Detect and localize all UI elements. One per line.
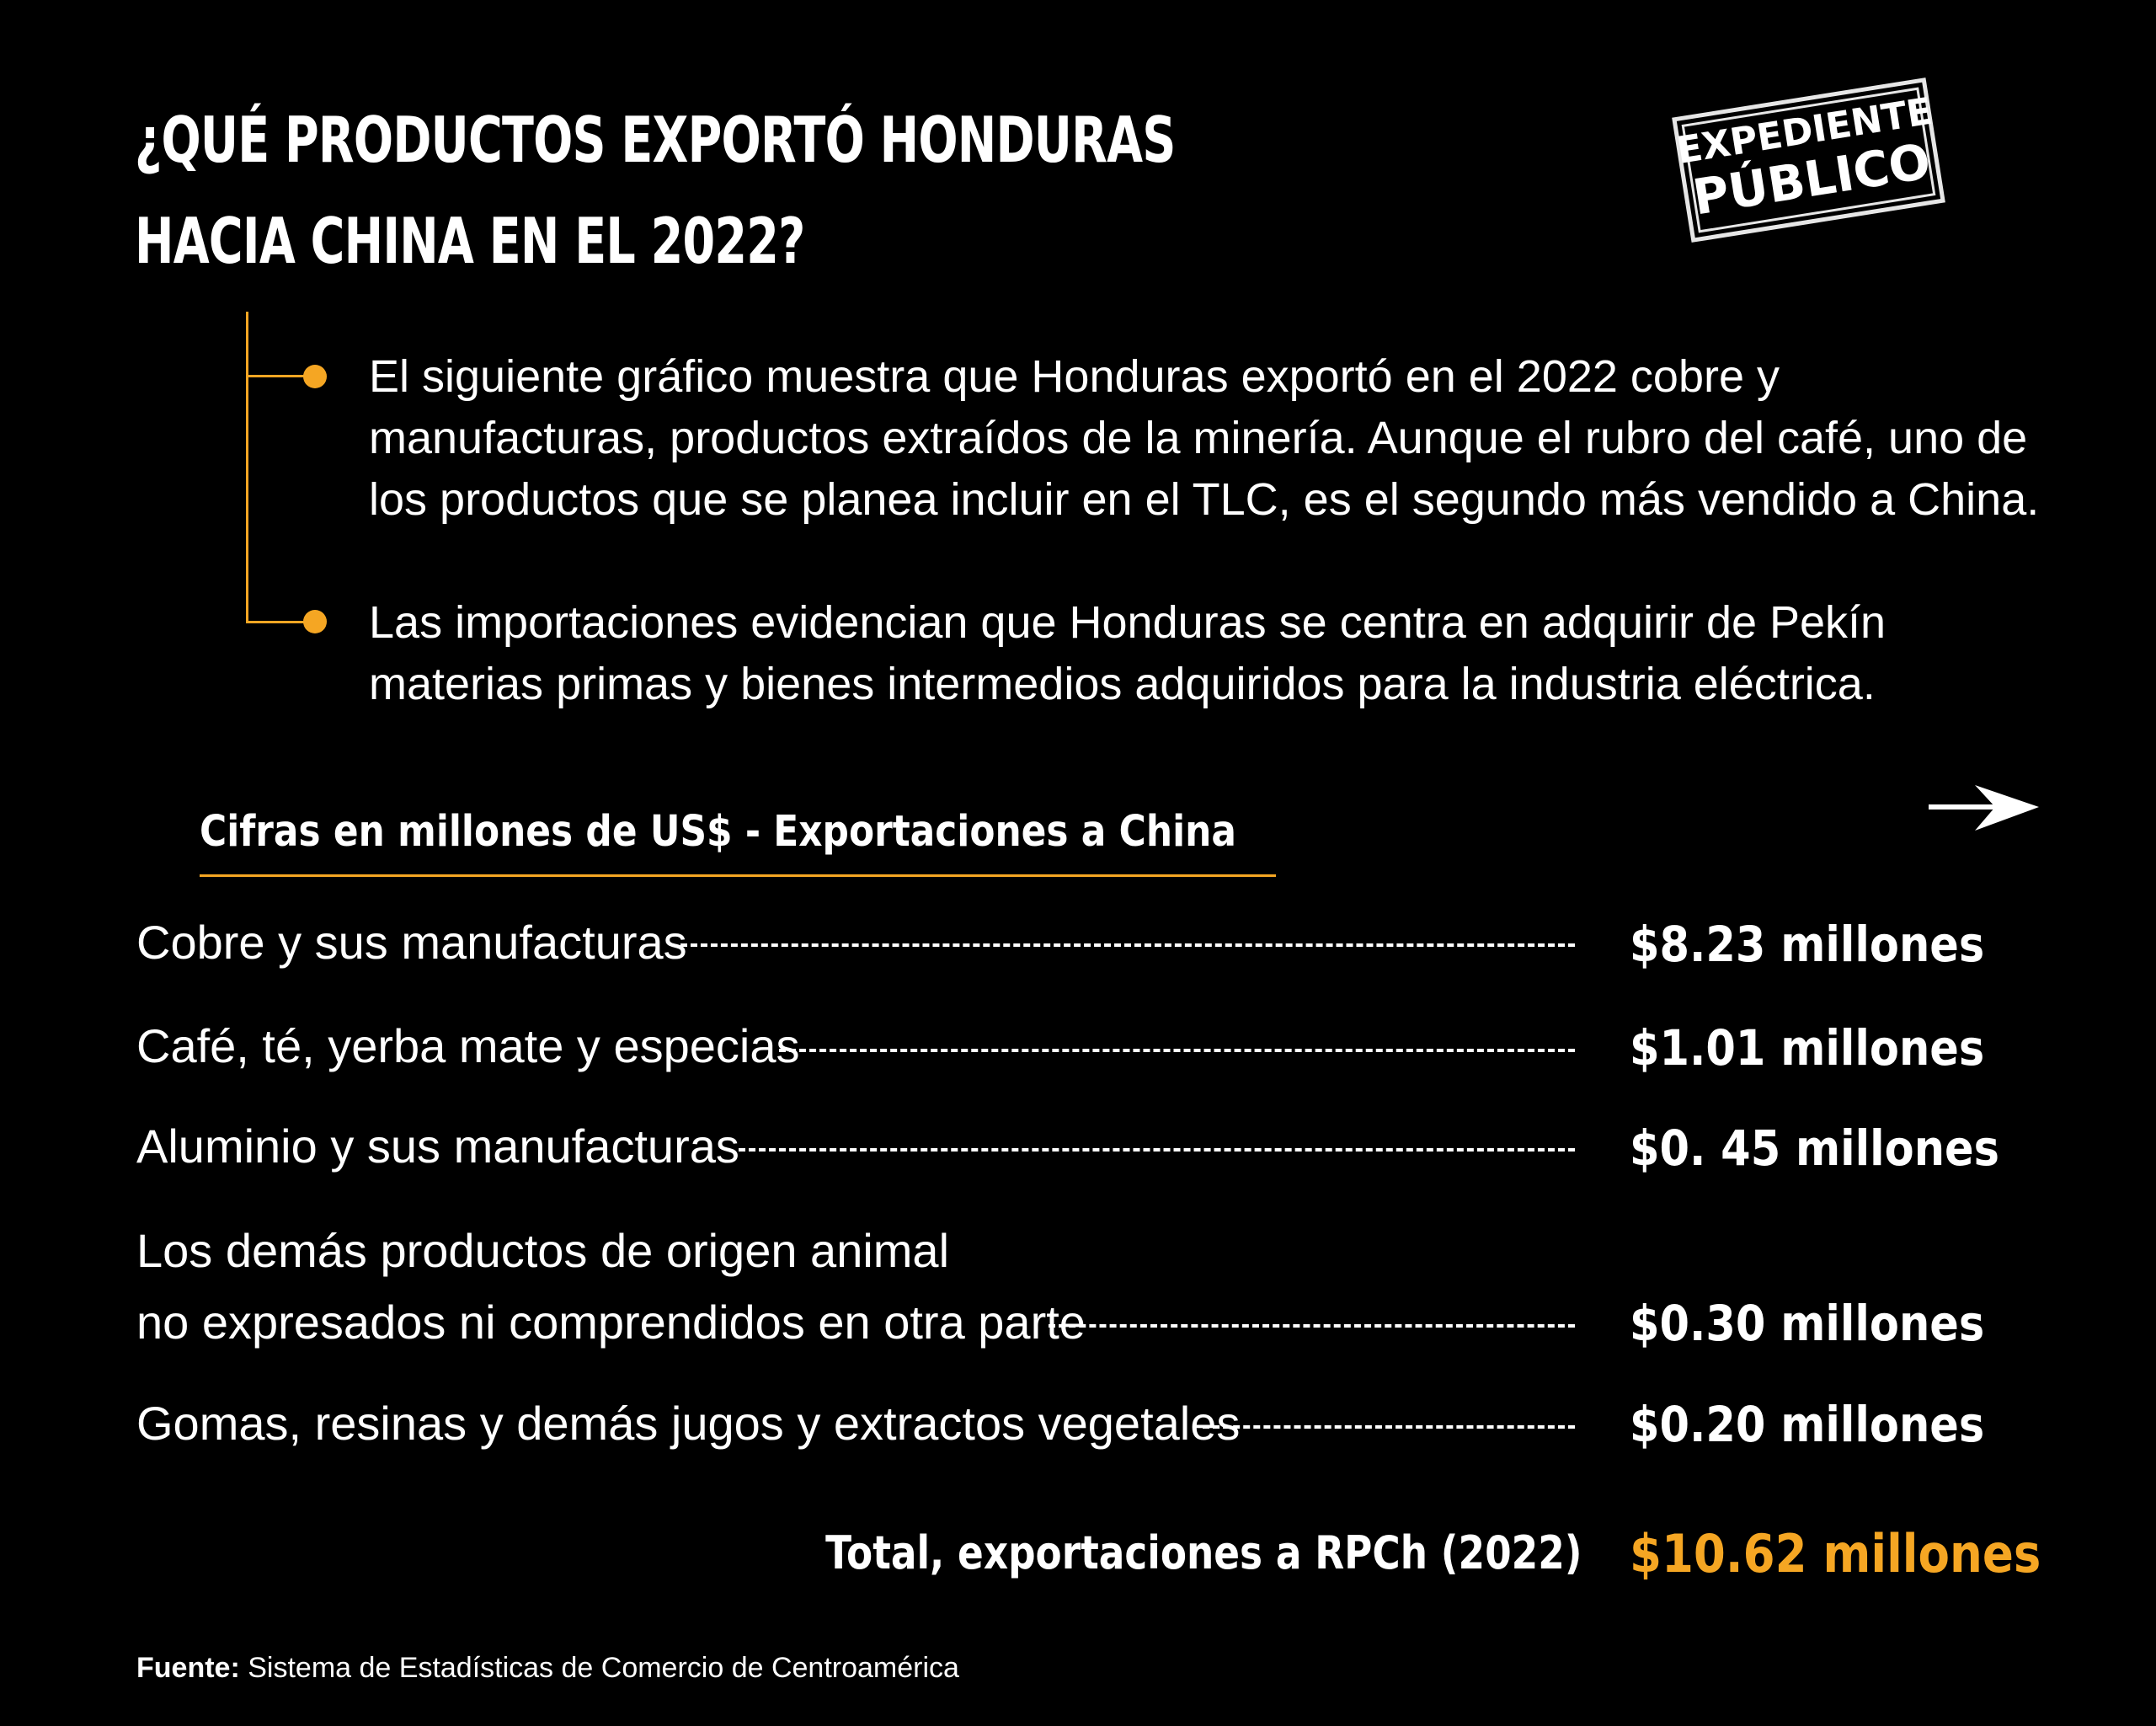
leader-dashes [739,1148,1575,1152]
source-note: Fuente: Sistema de Estadísticas de Comer… [136,1647,959,1689]
bullet-dot-2 [303,610,327,633]
source-label: Fuente: [136,1652,240,1684]
bullet-dot-1 [303,365,327,388]
leader-dashes [1049,1324,1575,1328]
export-row-value: $1.01 millones [1630,1019,1985,1077]
intro-paragraph-2: Las importaciones evidencian que Hondura… [369,597,1886,709]
title-line-2: HACIA CHINA EN EL 2022? [135,204,805,278]
total-value: $10.62 millones [1630,1523,2041,1584]
export-row-label-line-1: Los demás productos de origen animal [136,1224,950,1277]
table-heading-underline [200,874,1276,877]
bullet-connector-1 [246,375,313,377]
arrow-right-icon [1929,785,2039,831]
source-text: Sistema de Estadísticas de Comercio de C… [248,1652,959,1684]
table-heading: Cifras en millones de US$ - Exportacione… [200,807,1236,857]
expediente-publico-logo: EXPEDIENTE PÚBLICO [1672,77,1945,243]
export-row-value: $0.20 millones [1630,1396,1985,1453]
export-row-label-line-2: no expresados ni comprendidos en otra pa… [136,1296,1086,1349]
export-row-value: $8.23 millones [1630,916,1985,973]
export-row-value: $0. 45 millones [1630,1119,2000,1177]
page-title: ¿QUÉ PRODUCTOS EXPORTÓ HONDURAS HACIA CH… [135,89,1176,291]
export-row-label: Cobre y sus manufacturas [136,916,687,969]
bullet-timeline-line [246,312,248,623]
leader-dashes [779,1049,1575,1052]
leader-dashes [1203,1425,1575,1429]
export-row-value: $0.30 millones [1630,1295,1985,1352]
total-label: Total, exportaciones a RPCh (2022) [825,1526,1582,1579]
title-line-1: ¿QUÉ PRODUCTOS EXPORTÓ HONDURAS [135,103,1176,177]
leader-dashes [680,943,1575,947]
export-row-label: Gomas, resinas y demás jugos y extractos… [136,1397,1241,1450]
intro-paragraph-1: El siguiente gráfico muestra que Hondura… [369,351,2040,525]
export-row-label: Café, té, yerba mate y especias [136,1019,800,1072]
bullet-connector-2 [246,621,313,623]
export-row-label: Aluminio y sus manufacturas [136,1119,739,1173]
